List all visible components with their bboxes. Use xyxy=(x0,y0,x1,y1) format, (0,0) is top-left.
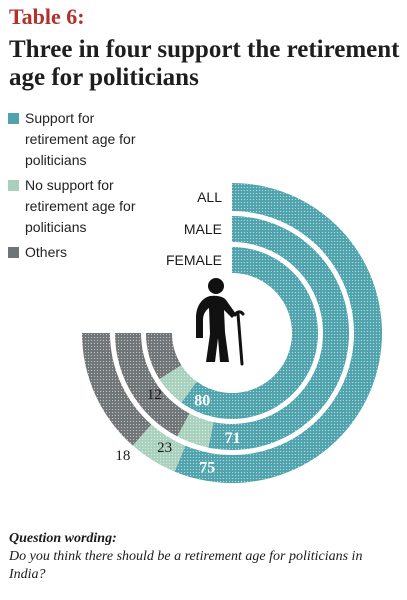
others-value-male: 23 xyxy=(157,440,172,456)
ring-male-support-texture xyxy=(208,216,350,451)
legend: Support for retirement age for politicia… xyxy=(8,108,158,267)
chart-rings: ALL 75 18 MALE 71 23 FEMALE 80 12 xyxy=(81,183,382,483)
legend-swatch-no-support xyxy=(8,180,19,191)
ring-male-no-support-texture xyxy=(177,413,214,448)
ring-female-others-texture xyxy=(146,333,182,380)
ring-label-female: FEMALE xyxy=(166,252,222,268)
legend-swatch-support xyxy=(8,113,19,124)
ring-male-others-texture xyxy=(115,333,190,437)
support-value-female: 80 xyxy=(194,393,210,410)
legend-item-no-support: No support for retirement age for politi… xyxy=(8,175,158,238)
ring-label-male: MALE xyxy=(184,221,222,237)
legend-label-no-support: No support for retirement age for politi… xyxy=(25,177,136,235)
ring-female-no-support-texture xyxy=(159,365,197,403)
ring-all-no-support-texture xyxy=(132,424,186,472)
legend-item-support: Support for retirement age for politicia… xyxy=(8,108,158,171)
ring-all-others-texture xyxy=(81,333,152,446)
question-text: Do you think there should be a retiremen… xyxy=(9,549,363,582)
support-value-all: 75 xyxy=(199,460,215,477)
chart-title: Three in four support the retirement age… xyxy=(9,36,400,91)
legend-item-others: Others xyxy=(8,242,158,263)
support-value-male: 71 xyxy=(225,430,241,447)
legend-swatch-others xyxy=(8,247,19,258)
others-value-all: 18 xyxy=(115,448,130,464)
others-value-female: 12 xyxy=(147,387,162,403)
radial-bar-chart: ALL 75 18 MALE 71 23 FEMALE 80 12 xyxy=(81,183,382,483)
ring-label-all: ALL xyxy=(197,189,222,205)
question-heading: Question wording: xyxy=(9,531,117,546)
question-wording: Question wording: Do you think there sho… xyxy=(9,530,401,584)
ring-female-support-texture xyxy=(181,247,318,419)
table-label: Table 6: xyxy=(9,4,85,29)
elderly-person-icon xyxy=(196,278,245,366)
legend-label-others: Others xyxy=(25,244,68,260)
ring-all-support-texture xyxy=(174,183,382,483)
legend-label-support: Support for retirement age for politicia… xyxy=(25,110,136,168)
